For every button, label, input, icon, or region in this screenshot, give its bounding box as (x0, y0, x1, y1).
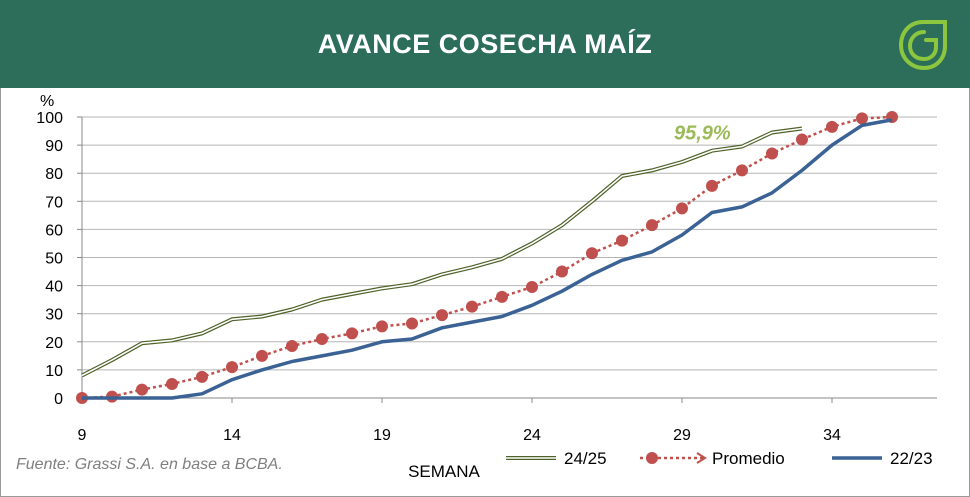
data-point (256, 349, 268, 362)
data-point (136, 383, 148, 396)
series-group (76, 111, 898, 404)
leaf-logo-icon (898, 20, 947, 71)
y-tick-label: 80 (45, 166, 63, 183)
x-axis-label: SEMANA (408, 462, 480, 481)
legend-label: Promedio (712, 449, 785, 468)
x-tick-label: 24 (523, 427, 541, 444)
data-point (316, 332, 328, 345)
data-point (526, 281, 538, 294)
data-point (436, 309, 448, 322)
x-tick-label: 19 (373, 427, 391, 444)
data-point (466, 300, 478, 313)
data-point (676, 202, 688, 215)
axes (77, 116, 937, 403)
y-tick-label: 0 (54, 391, 63, 408)
data-point (856, 112, 868, 125)
legend-item: 24/25 (506, 449, 607, 468)
x-tick-label: 34 (823, 427, 841, 444)
x-tick-label: 9 (78, 427, 87, 444)
y-tick-label: 40 (45, 279, 63, 296)
x-tick-label: 14 (223, 427, 241, 444)
grid-lines (82, 116, 937, 371)
legend-marker (646, 452, 658, 464)
data-point (616, 234, 628, 247)
data-point (796, 133, 808, 146)
x-tick-labels: 9 14 19 24 29 34 (78, 427, 841, 444)
data-point (226, 361, 238, 374)
chart-title: AVANCE COSECHA MAÍZ (317, 29, 653, 59)
data-point (376, 320, 388, 333)
data-point (736, 164, 748, 177)
data-point (826, 120, 838, 133)
data-point (196, 370, 208, 383)
data-point (586, 247, 598, 260)
series-24-25 (81, 126, 803, 378)
data-point (406, 317, 418, 330)
legend-item: Promedio (640, 449, 785, 468)
data-point (766, 147, 778, 160)
series-22-23 (82, 118, 893, 400)
y-tick-label: 60 (45, 222, 63, 239)
legend-label: 22/23 (890, 449, 933, 468)
legend-item: 22/23 (832, 449, 933, 468)
annotation-label: 95,9% (674, 123, 731, 145)
x-tick-label: 29 (673, 427, 691, 444)
header-bar: AVANCE COSECHA MAÍZ (0, 0, 970, 88)
legend-arrow (696, 452, 707, 464)
series-line (82, 118, 893, 400)
data-point (556, 265, 568, 278)
source-note: Fuente: Grassi S.A. en base a BCBA. (16, 456, 283, 473)
data-point (346, 327, 358, 340)
series-line-outer (81, 126, 803, 378)
y-tick-labels: 0 10 20 30 40 50 60 70 80 90 100 (36, 110, 63, 408)
y-tick-label: 100 (36, 110, 63, 127)
y-tick-label: 20 (45, 335, 63, 352)
y-tick-label: 90 (45, 138, 63, 155)
data-point (286, 340, 298, 353)
y-axis-label: % (40, 93, 54, 110)
data-point (166, 377, 178, 390)
legend: 24/25 Promedio 22/23 (506, 449, 933, 468)
y-tick-label: 50 (45, 251, 63, 268)
y-tick-label: 10 (45, 363, 63, 380)
series-line-inner (81, 127, 803, 377)
data-point (706, 179, 718, 192)
series-promedio (76, 111, 898, 404)
data-point (496, 290, 508, 303)
data-point (646, 219, 658, 232)
y-tick-label: 70 (45, 194, 63, 211)
y-tick-label: 30 (45, 307, 63, 324)
legend-label: 24/25 (564, 449, 607, 468)
